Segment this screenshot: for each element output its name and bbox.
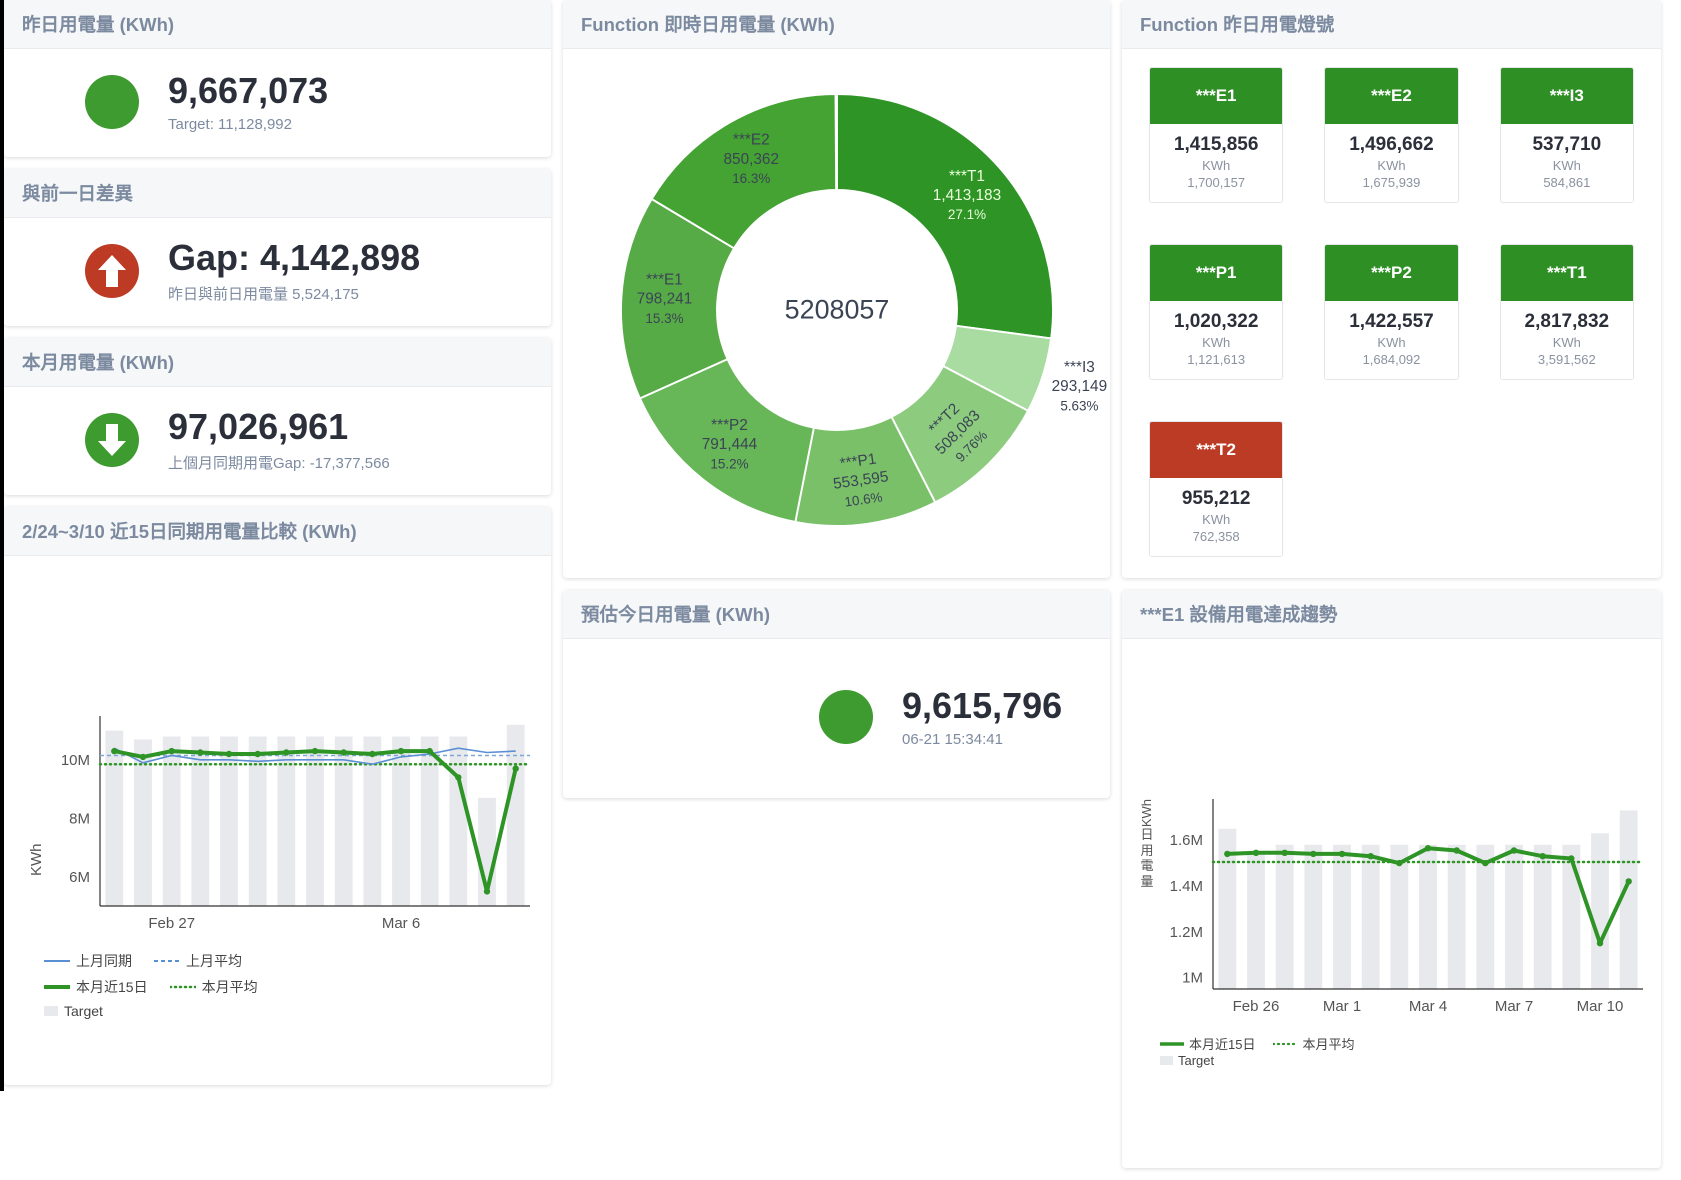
svg-text:293,149: 293,149 [1051, 378, 1107, 395]
svg-text:850,362: 850,362 [723, 151, 779, 168]
svg-text:15.3%: 15.3% [645, 311, 683, 326]
svg-text:16.3%: 16.3% [732, 171, 770, 186]
svg-text:Feb 26: Feb 26 [1233, 998, 1280, 1015]
svg-text:5208057: 5208057 [784, 295, 889, 325]
svg-text:5.63%: 5.63% [1060, 398, 1098, 413]
svg-text:10M: 10M [61, 752, 90, 769]
svg-text:791,444: 791,444 [701, 436, 757, 453]
svg-text:1.4M: 1.4M [1170, 878, 1203, 895]
svg-text:15.2%: 15.2% [710, 456, 748, 471]
svg-text:***I3: ***I3 [1064, 359, 1095, 376]
svg-text:Mar 6: Mar 6 [382, 915, 420, 932]
svg-text:Mar 7: Mar 7 [1495, 998, 1533, 1015]
svg-text:6M: 6M [69, 869, 90, 886]
svg-text:***E2: ***E2 [732, 132, 769, 149]
svg-text:Feb 27: Feb 27 [148, 915, 195, 932]
svg-text:Mar 1: Mar 1 [1323, 998, 1361, 1015]
svg-text:***P2: ***P2 [711, 417, 748, 434]
svg-text:Mar 10: Mar 10 [1577, 998, 1624, 1015]
svg-text:798,241: 798,241 [636, 291, 692, 308]
svg-text:1.6M: 1.6M [1170, 832, 1203, 849]
svg-text:Mar 4: Mar 4 [1409, 998, 1447, 1015]
svg-text:8M: 8M [69, 810, 90, 827]
svg-text:27.1%: 27.1% [947, 207, 985, 222]
svg-text:1.2M: 1.2M [1170, 924, 1203, 941]
svg-text:***E1: ***E1 [646, 271, 683, 288]
svg-text:1,413,183: 1,413,183 [932, 187, 1000, 204]
svg-text:***T1: ***T1 [949, 168, 985, 185]
svg-text:1M: 1M [1182, 970, 1203, 987]
